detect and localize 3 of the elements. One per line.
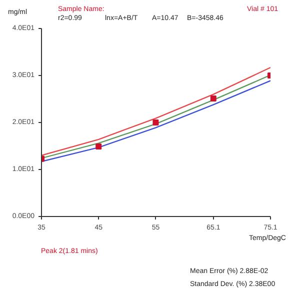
point — [96, 143, 102, 150]
point — [152, 120, 159, 126]
point — [210, 96, 216, 102]
